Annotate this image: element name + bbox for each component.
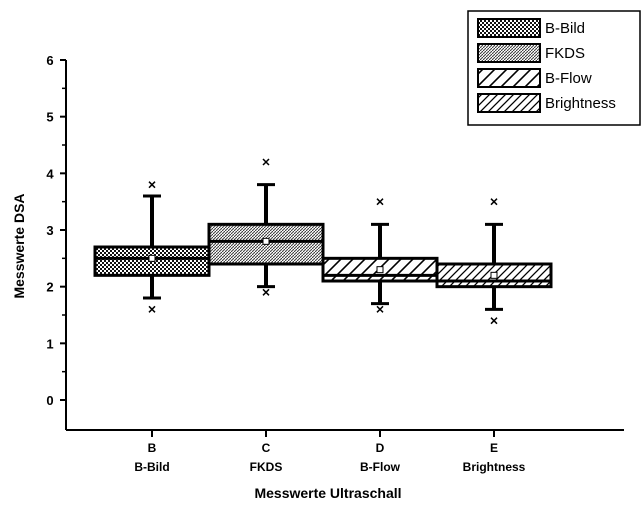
outlier-marker	[148, 181, 156, 189]
legend-label: Brightness	[545, 95, 616, 112]
legend-swatch	[477, 43, 541, 63]
y-axis: 0 1 2 3 4 5 6	[46, 53, 67, 430]
outlier-marker	[262, 288, 270, 296]
y-tick-label: 2	[46, 280, 53, 295]
y-tick-label: 6	[46, 53, 53, 68]
mean-marker	[376, 266, 384, 274]
y-axis-title: Messwerte DSA	[11, 193, 27, 298]
x-tick-label: B-Flow	[360, 460, 401, 474]
box-plot-series	[93, 158, 553, 325]
legend-swatch	[477, 68, 541, 88]
x-tick-letter: D	[376, 441, 385, 455]
x-tick-label: FKDS	[250, 460, 283, 474]
x-tick-label: Brightness	[463, 460, 526, 474]
mean-marker	[148, 254, 156, 262]
x-axis: B B-Bild C FKDS D B-Flow E Brightness	[66, 429, 624, 474]
mean-marker	[262, 237, 270, 245]
legend-label: B-Flow	[545, 70, 592, 87]
y-tick-label: 1	[46, 336, 53, 351]
y-tick-label: 0	[46, 393, 53, 408]
legend-swatch	[477, 18, 541, 38]
legend: B-Bild FKDS B-Flow Brightness	[467, 10, 641, 126]
outlier-marker	[376, 198, 384, 206]
y-tick-label: 3	[46, 223, 53, 238]
y-tick-label: 4	[46, 166, 54, 181]
box-b-bild	[93, 181, 211, 313]
legend-label: FKDS	[545, 45, 585, 62]
mean-marker	[490, 271, 498, 279]
outlier-marker	[376, 305, 384, 313]
outlier-marker	[148, 305, 156, 313]
outlier-marker	[490, 317, 498, 325]
box-b-flow	[321, 198, 439, 313]
x-tick-letter: B	[148, 441, 157, 455]
x-tick-letter: C	[262, 441, 271, 455]
x-tick-label: B-Bild	[134, 460, 169, 474]
legend-swatch	[477, 93, 541, 113]
outlier-marker	[262, 158, 270, 166]
box-fkds	[207, 158, 325, 296]
y-tick-label: 5	[46, 110, 53, 125]
x-axis-title: Messwerte Ultraschall	[254, 485, 401, 501]
box-brightness	[435, 198, 553, 325]
outlier-marker	[490, 198, 498, 206]
x-tick-letter: E	[490, 441, 498, 455]
legend-label: B-Bild	[545, 20, 585, 37]
